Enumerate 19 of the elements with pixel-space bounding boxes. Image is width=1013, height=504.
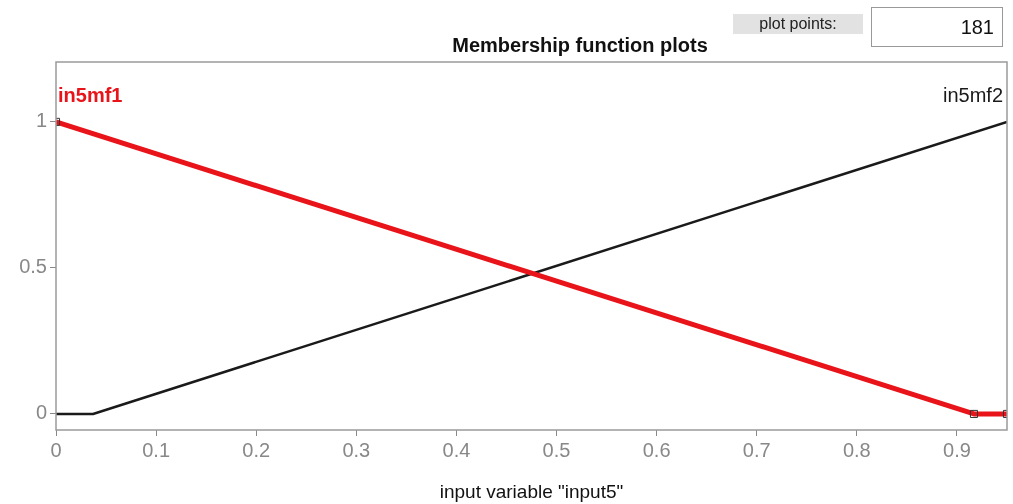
text: plot points:	[733, 14, 863, 34]
series-label: in5mf1	[58, 84, 123, 106]
x-tick-label: 0.4	[442, 438, 471, 461]
chart-title: Membership function plots	[452, 34, 708, 56]
y-tick-label: 0	[35, 401, 47, 424]
y-tick-label: 1	[35, 109, 47, 132]
series-label: in5mf2	[942, 84, 1003, 106]
x-tick-label: 0.9	[943, 438, 971, 461]
text: 181	[871, 7, 1003, 47]
y-tick-label: 0.5	[19, 255, 47, 278]
x-tick-label: 0.8	[842, 438, 871, 461]
x-tick-label: 0.1	[142, 438, 171, 461]
x-tick-label: 0.6	[642, 438, 671, 461]
x-tick-label: 0.5	[542, 438, 571, 461]
x-tick-label: 0.3	[342, 438, 371, 461]
x-tick-label: 0.7	[742, 438, 771, 461]
x-axis-title: input variable "input5"	[439, 480, 624, 502]
x-tick-label: 0.2	[242, 438, 271, 461]
x-tick-label: 0	[50, 438, 62, 461]
